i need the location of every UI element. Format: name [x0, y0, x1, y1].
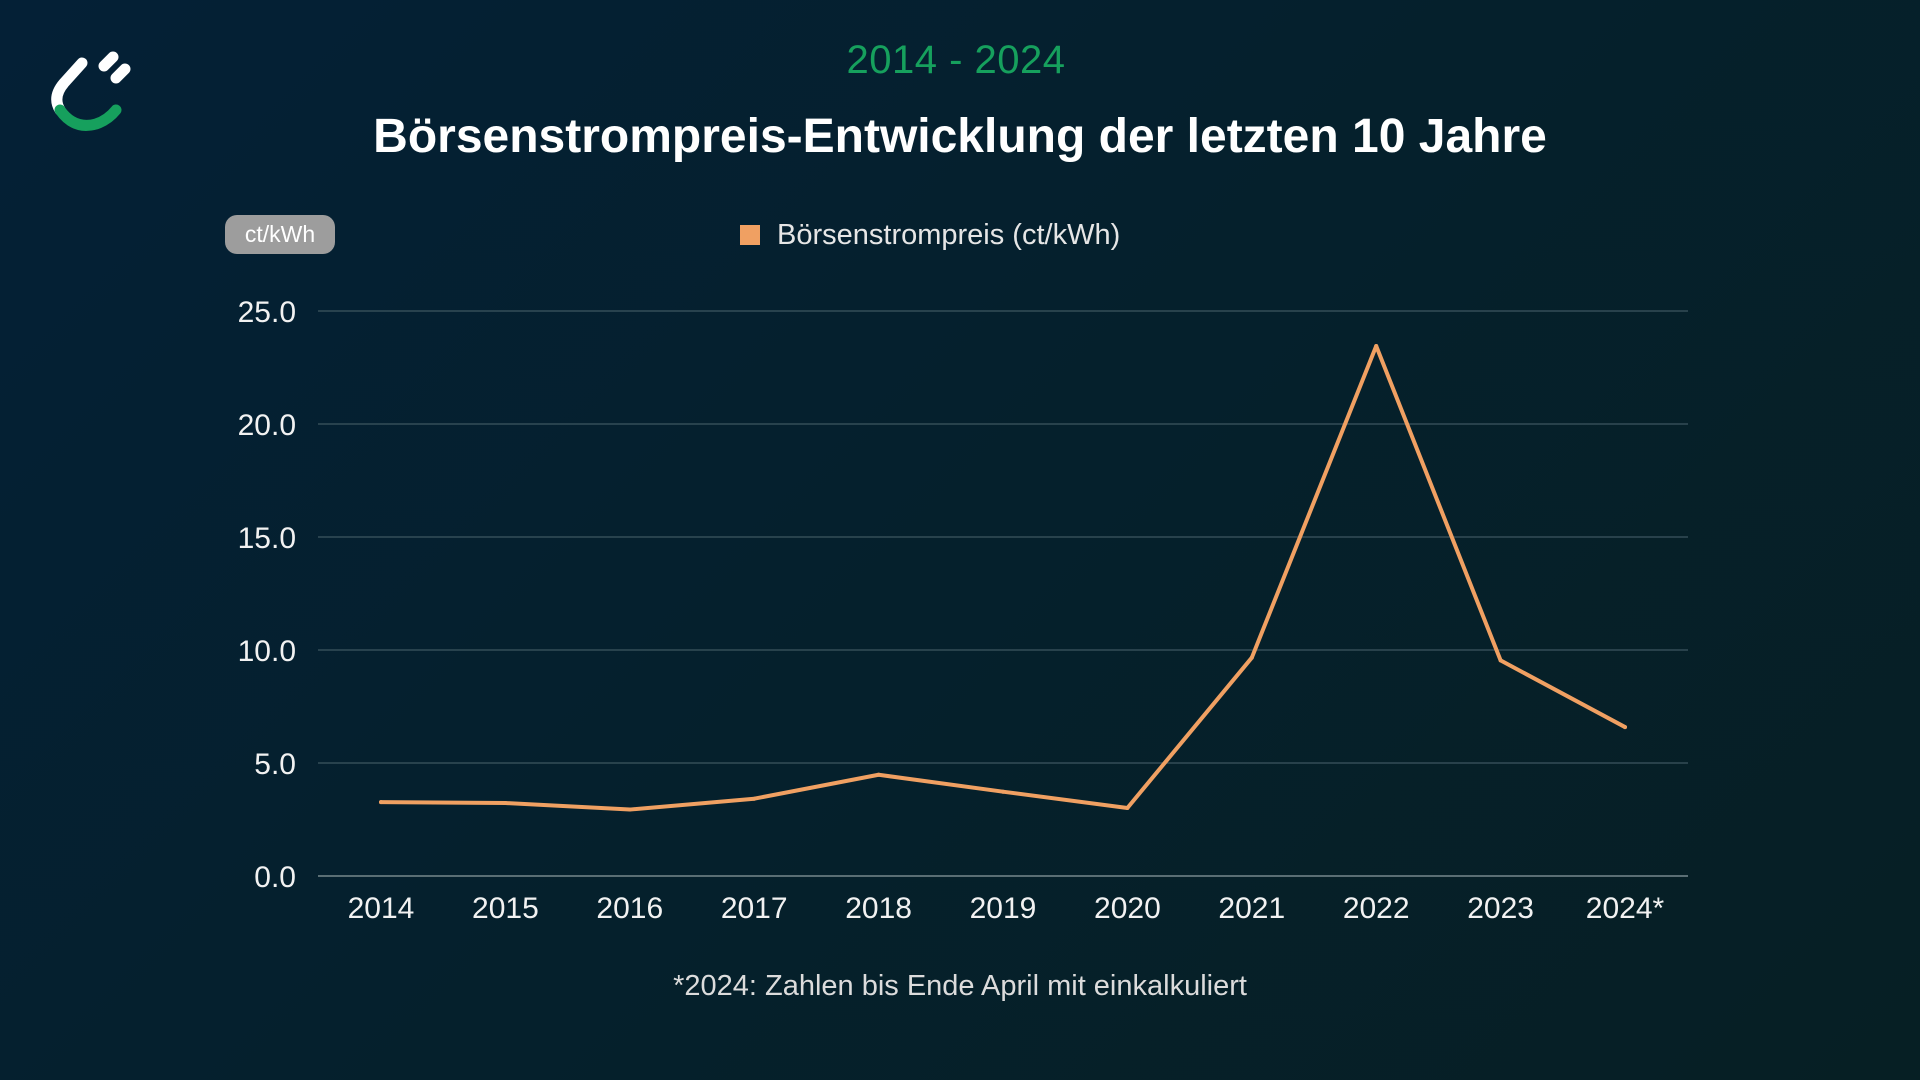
data-point-2017: [752, 796, 757, 801]
data-point-2022: [1374, 344, 1379, 349]
x-tick-label: 2016: [596, 892, 663, 925]
x-tick-label: 2014: [348, 892, 415, 925]
y-tick-label: 5.0: [254, 748, 296, 781]
data-point-2014: [379, 800, 383, 805]
data-point-2015: [503, 801, 508, 806]
data-point-2024*: [1623, 725, 1627, 730]
x-tick-label: 2017: [721, 892, 788, 925]
unit-badge: ct/kWh: [225, 215, 335, 254]
data-point-2021: [1249, 655, 1254, 660]
x-tick-label: 2021: [1218, 892, 1285, 925]
series-line: [379, 344, 1627, 812]
gridlines: [318, 310, 1688, 877]
chart-title: Börsenstrompreis-Entwicklung der letzten…: [373, 110, 1547, 163]
data-point-2018: [876, 772, 881, 777]
plug-icon: [51, 51, 131, 131]
data-point-2020: [1125, 805, 1130, 810]
series-layer: [379, 344, 1627, 812]
x-tick-label: 2019: [970, 892, 1037, 925]
chart-subtitle: 2014 - 2024: [846, 38, 1066, 82]
y-tick-label: 0.0: [254, 861, 296, 894]
x-tick-label: 2018: [845, 892, 912, 925]
footnote: *2024: Zahlen bis Ende April mit einkalk…: [673, 970, 1247, 1002]
data-point-2016: [627, 807, 632, 812]
x-tick-label: 2022: [1343, 892, 1410, 925]
y-tick-label: 25.0: [238, 296, 296, 329]
x-tick-label: 2023: [1467, 892, 1534, 925]
data-point-2023: [1498, 658, 1503, 663]
legend-swatch: [740, 225, 760, 245]
y-tick-label: 20.0: [238, 409, 296, 442]
x-axis-ticks: 2014 2015 2016 2017 2018 2019 2020 2021 2022 2023…: [348, 892, 1665, 925]
legend: Börsenstrompreis (ct/kWh): [740, 218, 1120, 252]
x-tick-label: 2020: [1094, 892, 1161, 925]
data-point-2019: [1001, 789, 1005, 794]
y-tick-label: 15.0: [238, 522, 296, 555]
legend-label: Börsenstrompreis (ct/kWh): [777, 218, 1121, 251]
y-tick-label: 10.0: [238, 635, 296, 668]
x-tick-label: 2024*: [1586, 892, 1665, 925]
y-axis-ticks: 0.0 5.0 10.0 15.0 20.0 25.0: [238, 296, 296, 894]
x-tick-label: 2015: [472, 892, 539, 925]
